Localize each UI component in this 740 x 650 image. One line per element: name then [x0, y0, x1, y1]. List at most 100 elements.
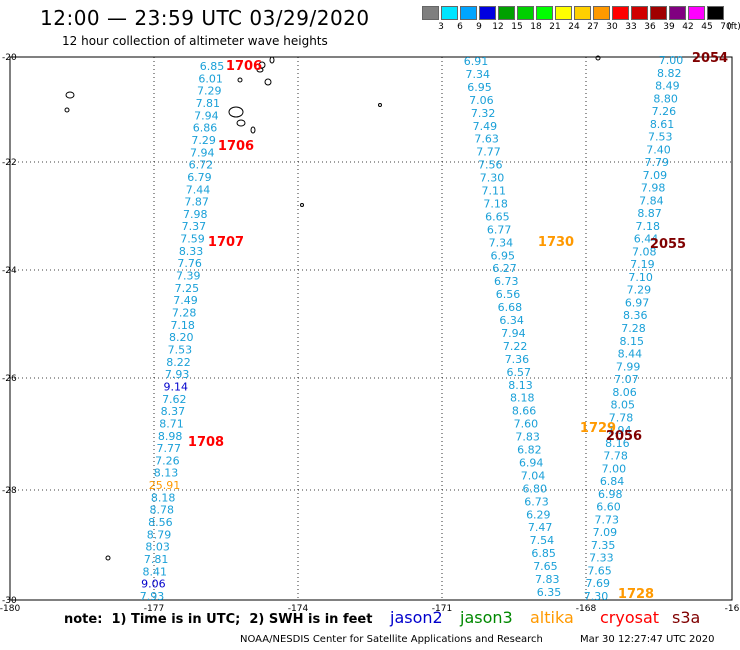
pass-label: 1728: [618, 587, 654, 602]
wave-height-value: 7.09: [643, 169, 668, 182]
island-outline: [250, 126, 256, 134]
wave-height-value: 7.60: [514, 418, 539, 431]
scale-label: 42: [682, 22, 694, 32]
satellite-legend-item: jason3: [460, 608, 513, 627]
wave-height-value: 8.61: [650, 118, 675, 131]
wave-height-value: 7.08: [632, 245, 657, 258]
wave-height-value: 7.11: [482, 185, 507, 198]
satellite-legend-item: altika: [530, 608, 574, 627]
wave-height-value: 6.73: [494, 275, 519, 288]
island-outline: [64, 107, 70, 113]
wave-height-value: 7.77: [476, 146, 501, 159]
wave-height-value: 7.37: [182, 220, 207, 233]
pass-label: 1729: [580, 421, 616, 436]
wave-height-value: 7.06: [469, 94, 494, 107]
lon-tick-label: -16: [725, 604, 740, 614]
island-outline: [300, 203, 304, 207]
lon-tick-label: -174: [288, 604, 309, 614]
wave-height-value: 8.49: [655, 80, 680, 93]
wave-height-value: 7.35: [591, 539, 616, 552]
wave-height-value: 6.34: [499, 314, 524, 327]
wave-height-value: 7.32: [471, 107, 496, 120]
wave-height-value: 7.84: [639, 194, 664, 207]
wave-height-value: 7.25: [175, 282, 200, 295]
lat-tick-label: -22: [2, 158, 17, 168]
wave-height-value: 6.79: [187, 171, 212, 184]
wave-height-value: 6.57: [506, 366, 531, 379]
wave-height-value: 7.79: [644, 156, 669, 169]
wave-height-value: 7.93: [140, 590, 165, 603]
wave-height-value: 6.95: [490, 249, 515, 262]
lat-tick-label: -26: [2, 374, 17, 384]
wave-height-value: 6.65: [485, 210, 510, 223]
wave-height-value: 7.44: [186, 183, 211, 196]
wave-height-value: 7.83: [515, 431, 540, 444]
wave-height-value: 7.33: [589, 552, 614, 565]
wave-height-value: 7.63: [474, 133, 499, 146]
wave-height-value: 8.82: [657, 67, 682, 80]
wave-height-value: 9.06: [141, 578, 166, 591]
scale-swatch: [498, 6, 515, 20]
wave-height-value: 7.00: [602, 462, 627, 475]
wave-height-value: 6.80: [523, 482, 548, 495]
island-outline: [256, 67, 264, 73]
wave-height-value: 8.03: [145, 541, 170, 554]
island-outline: [237, 77, 243, 83]
satellite-legend-item: cryosat: [600, 608, 660, 627]
wave-height-value: 6.68: [498, 301, 523, 314]
wave-height-value: 7.18: [636, 220, 661, 233]
scale-swatch: [555, 6, 572, 20]
wave-height-value: 7.26: [652, 105, 677, 118]
wave-height-value: 8.79: [147, 528, 172, 541]
scale-swatch: [669, 6, 686, 20]
wave-height-value: 8.13: [508, 379, 533, 392]
wave-height-value: 7.98: [641, 182, 666, 195]
wave-height-value: 6.98: [598, 488, 623, 501]
wave-height-value: 7.78: [609, 411, 634, 424]
wave-height-value: 8.22: [166, 356, 191, 369]
scale-swatch: [631, 6, 648, 20]
wave-height-value: 7.04: [521, 469, 546, 482]
scale-swatch: [460, 6, 477, 20]
footer-notes: note: 1) Time is in UTC; 2) SWH is in fe…: [64, 612, 373, 627]
wave-height-value: 6.85: [200, 60, 225, 73]
wave-height-value: 8.36: [623, 309, 648, 322]
wave-height-value: 7.87: [184, 196, 209, 209]
wave-height-value: 7.99: [616, 360, 641, 373]
wave-height-value: 7.49: [173, 294, 198, 307]
wave-height-value: 7.29: [197, 85, 222, 98]
wave-height-value: 7.36: [505, 353, 530, 366]
scale-label: 9: [476, 22, 482, 32]
map-title: 12:00 — 23:59 UTC 03/29/2020: [40, 6, 370, 30]
wave-height-value: 7.30: [584, 590, 609, 603]
wave-height-value: 6.01: [198, 72, 223, 85]
wave-height-value: 6.73: [524, 495, 549, 508]
lat-tick-label: -20: [2, 53, 17, 63]
scale-swatch: [688, 6, 705, 20]
wave-height-value: 7.29: [191, 134, 216, 147]
pass-label: 1730: [538, 235, 574, 250]
wave-height-value: 8.05: [611, 399, 636, 412]
lon-tick-label: -171: [432, 604, 452, 614]
wave-height-value: 7.81: [144, 553, 169, 566]
wave-height-value: 6.91: [464, 55, 489, 68]
wave-height-value: 7.10: [628, 271, 653, 284]
wave-height-value: 7.34: [489, 236, 514, 249]
wave-height-value: 7.65: [587, 564, 612, 577]
wave-height-value: 7.65: [533, 560, 558, 573]
wave-height-value: 8.16: [605, 437, 630, 450]
wave-height-value: 6.94: [519, 456, 544, 469]
scale-label: 12: [492, 22, 504, 32]
scale-swatch: [574, 6, 591, 20]
wave-height-value: 7.18: [483, 197, 508, 210]
wave-height-value: 8.80: [653, 92, 678, 105]
wave-height-value: 8.44: [618, 348, 643, 361]
wave-height-value: 8.20: [169, 331, 194, 344]
lon-tick-label: -177: [144, 604, 164, 614]
wave-height-value: 7.77: [156, 442, 181, 455]
wave-height-value: 6.82: [517, 444, 542, 457]
island-outline: [264, 78, 272, 86]
wave-height-value: 7.40: [646, 143, 671, 156]
footer-credit: NOAA/NESDIS Center for Satellite Applica…: [240, 634, 543, 645]
